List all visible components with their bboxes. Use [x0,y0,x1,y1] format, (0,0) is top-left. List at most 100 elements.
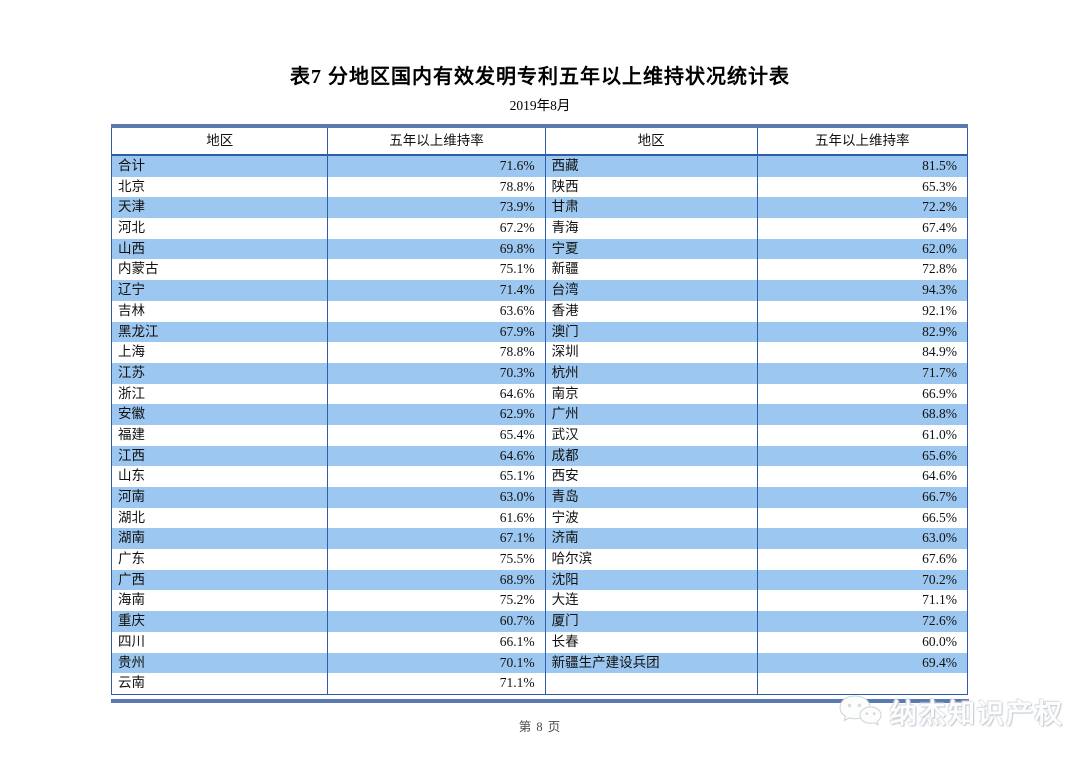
rate-cell: 71.7% [756,362,967,384]
table-row: 浙江 64.6% 南京 66.9% [112,383,967,405]
table-row: 吉林 63.6% 香港 92.1% [112,300,967,322]
table-row: 山西 69.8% 宁夏 62.0% [112,238,967,260]
page-number: 第 8 页 [518,720,562,734]
region-cell: 青岛 [544,487,757,508]
rate-cell: 72.2% [756,197,967,219]
rate-cell: 66.9% [756,383,967,405]
region-cell: 吉林 [118,302,145,318]
rate-cell: 65.6% [756,445,967,467]
region-cell: 辽宁 [118,282,145,298]
rate-cell: 70.2% [756,569,967,591]
rate-cell: 72.6% [756,611,967,632]
region-cell: 湖北 [118,509,145,525]
rate-cell: 66.1% [327,631,544,653]
rate-cell: 84.9% [756,342,967,363]
region-cell: 南京 [544,383,757,405]
table-row: 贵州 70.1% 新疆生产建设兵团 69.4% [112,652,967,674]
region-cell: 湖南 [118,530,145,546]
region-cell: 哈尔滨 [544,549,757,570]
table-row: 江西 64.6% 成都 65.6% [112,445,967,467]
rate-cell: 63.0% [327,487,544,508]
rate-cell: 75.5% [327,549,544,570]
region-cell: 北京 [118,178,145,194]
region-cell: 广东 [118,551,145,567]
rate-cell: 67.6% [756,549,967,570]
table-row: 重庆 60.7% 厦门 72.6% [112,611,967,632]
table-row: 福建 65.4% 武汉 61.0% [112,424,967,446]
rate-cell: 68.8% [756,404,967,425]
table-row: 海南 75.2% 大连 71.1% [112,590,967,612]
rate-cell: 75.2% [327,590,544,612]
table-row: 天津 73.9% 甘肃 72.2% [112,197,967,219]
table-row: 黑龙江 67.9% 澳门 82.9% [112,321,967,343]
region-cell: 青海 [544,218,757,239]
rate-cell: 82.9% [756,321,967,343]
table-row: 湖南 67.1% 济南 63.0% [112,528,967,550]
rate-cell: 73.9% [327,197,544,219]
table-row: 云南 71.1% [112,673,967,694]
region-cell: 大连 [544,590,757,612]
region-cell: 西藏 [544,156,757,177]
table-body: 合计 71.6% 西藏 81.5% 北京 78.8% 陕西 65.3% 天津 73.9% 甘肃 72.… [111,156,968,695]
rate-cell: 71.4% [327,280,544,301]
region-cell: 杭州 [544,362,757,384]
region-cell: 河南 [118,489,145,504]
column-header-region-2: 地区 [544,128,757,154]
region-cell: 贵州 [118,654,145,670]
region-cell: 山西 [118,240,145,256]
region-cell: 成都 [544,445,757,467]
table-bottom-rule [111,698,969,703]
table-row: 上海 78.8% 深圳 84.9% [112,342,967,363]
column-header-rate-1: 五年以上维持率 [327,128,544,154]
rate-cell: 63.0% [756,528,967,550]
rate-cell: 81.5% [756,156,967,177]
rate-cell: 72.8% [756,259,967,281]
region-cell: 深圳 [544,342,757,363]
rate-cell: 69.4% [756,652,967,674]
table-row: 辽宁 71.4% 台湾 94.3% [112,280,967,301]
region-cell: 澳门 [544,321,757,343]
rate-cell: 78.8% [327,342,544,363]
region-cell: 甘肃 [544,197,757,219]
rate-cell: 71.1% [327,673,544,694]
column-header-rate-2: 五年以上维持率 [756,128,967,154]
rate-cell: 64.6% [327,445,544,467]
table-row: 湖北 61.6% 宁波 66.5% [112,507,967,529]
table-row: 合计 71.6% 西藏 81.5% [112,156,967,177]
table-row: 北京 78.8% 陕西 65.3% [112,176,967,198]
rate-cell: 63.6% [327,300,544,322]
rate-cell: 60.7% [327,611,544,632]
region-cell [544,673,757,694]
table-row: 江苏 70.3% 杭州 71.7% [112,362,967,384]
region-cell: 福建 [118,426,145,442]
rate-cell: 62.9% [327,404,544,425]
region-cell: 江苏 [118,364,145,380]
region-cell: 内蒙古 [118,261,159,277]
region-cell: 云南 [118,675,145,691]
region-cell: 厦门 [544,611,757,632]
region-cell: 新疆 [544,259,757,281]
rate-cell: 61.0% [756,424,967,446]
region-cell: 河北 [118,220,145,236]
rate-cell: 65.3% [756,176,967,198]
region-cell: 长春 [544,631,757,653]
table-row: 山东 65.1% 西安 64.6% [112,466,967,487]
rate-cell: 61.6% [327,507,544,529]
region-cell: 天津 [118,199,145,215]
region-cell: 济南 [544,528,757,550]
rate-cell: 71.1% [756,590,967,612]
table-row: 内蒙古 75.1% 新疆 72.8% [112,259,967,281]
rate-cell: 75.1% [327,259,544,281]
rate-cell: 92.1% [756,300,967,322]
region-cell: 广州 [544,404,757,425]
rate-cell: 68.9% [327,569,544,591]
region-cell: 沈阳 [544,569,757,591]
region-cell: 山东 [118,468,145,484]
region-cell: 浙江 [118,385,145,401]
table-row: 河南 63.0% 青岛 66.7% [112,487,967,508]
rate-cell: 67.2% [327,218,544,239]
rate-cell: 65.4% [327,424,544,446]
region-cell: 台湾 [544,280,757,301]
rate-cell: 66.5% [756,507,967,529]
region-cell: 陕西 [544,176,757,198]
